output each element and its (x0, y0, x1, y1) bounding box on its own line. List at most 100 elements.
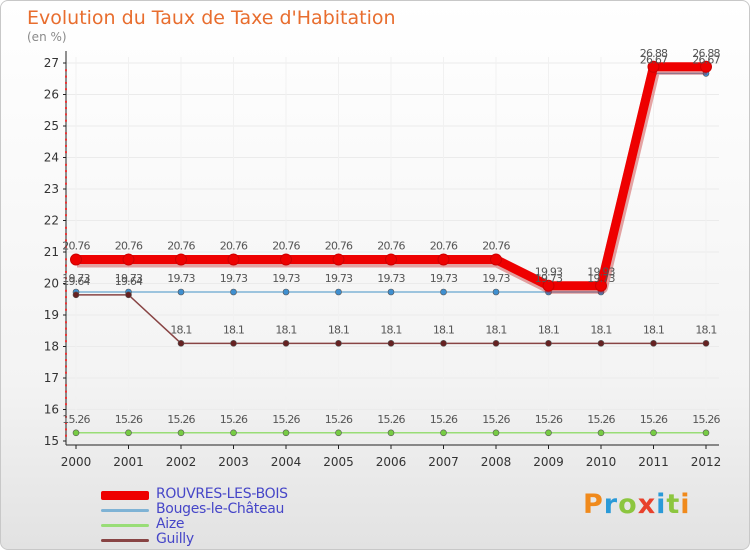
y-minor-tick (65, 264, 67, 267)
data-label: 20.76 (62, 240, 90, 253)
y-minor-tick (65, 277, 67, 280)
y-minor-tick (65, 201, 67, 204)
data-point (440, 429, 447, 437)
y-minor-tick (65, 81, 67, 84)
data-point (545, 429, 552, 437)
data-label: 19.64 (62, 275, 90, 288)
data-point (230, 288, 237, 296)
y-minor-tick (65, 144, 67, 147)
data-label: 18.1 (433, 323, 454, 336)
y-minor-tick (65, 170, 67, 173)
data-label: 19.93 (587, 266, 615, 279)
data-label: 15.26 (587, 413, 615, 426)
y-minor-tick (65, 396, 67, 399)
data-label: 15.26 (272, 413, 300, 426)
data-label: 19.73 (482, 272, 510, 285)
data-point (230, 340, 237, 347)
x-tick-label: 2010 (586, 455, 617, 469)
data-label: 15.26 (482, 413, 510, 426)
y-minor-tick (65, 390, 67, 393)
data-label: 20.76 (115, 240, 143, 253)
data-label: 15.26 (115, 413, 143, 426)
y-minor-tick (65, 434, 67, 437)
y-tick-label: 25 (44, 119, 59, 133)
y-minor-tick (65, 422, 67, 425)
data-label: 18.1 (170, 323, 191, 336)
data-label: 19.73 (272, 272, 300, 285)
y-tick-label: 19 (44, 308, 59, 322)
y-minor-tick (65, 119, 67, 122)
data-point (332, 253, 345, 266)
y-tick-label: 17 (44, 371, 59, 385)
y-tick-label: 26 (44, 88, 59, 102)
legend-label: ROUVRES-LES-BOIS (156, 486, 288, 502)
logo-letter: o (618, 489, 638, 520)
data-point (387, 288, 395, 296)
y-minor-tick (65, 233, 67, 236)
data-point (177, 288, 185, 296)
data-label: 18.1 (223, 323, 244, 336)
data-point (230, 429, 237, 437)
data-label: 18.1 (643, 323, 664, 336)
data-label: 19.73 (587, 272, 615, 285)
data-point (490, 253, 502, 266)
data-label: 19.73 (220, 272, 248, 285)
y-minor-tick (65, 69, 67, 72)
data-point (440, 340, 447, 347)
y-minor-tick (65, 302, 67, 305)
legend-label: Aize (156, 516, 185, 532)
x-tick-label: 2002 (166, 455, 197, 469)
data-label: 15.26 (377, 413, 405, 426)
logo-letter: i (656, 489, 667, 520)
x-tick-label: 2004 (271, 455, 302, 469)
logo-letter: i (680, 489, 691, 520)
x-tick-label: 2001 (113, 455, 144, 469)
data-point (335, 288, 342, 296)
data-label: 15.26 (62, 413, 90, 426)
y-minor-tick (65, 415, 67, 418)
data-point (227, 253, 240, 266)
data-label: 15.26 (325, 413, 353, 426)
data-point (387, 340, 395, 347)
y-minor-tick (65, 403, 67, 406)
data-label: 15.26 (167, 413, 195, 426)
data-point (122, 253, 135, 266)
data-label: 20.76 (377, 240, 405, 253)
data-point (280, 253, 292, 266)
data-label: 15.26 (640, 413, 668, 426)
y-tick-label: 27 (44, 56, 59, 70)
y-tick-label: 16 (44, 403, 59, 417)
y-minor-tick (65, 289, 67, 292)
y-minor-tick (65, 327, 67, 330)
data-point (177, 429, 185, 437)
y-minor-tick (65, 270, 67, 273)
data-label: 19.73 (535, 272, 563, 285)
data-point (492, 340, 500, 347)
data-point (437, 253, 450, 266)
data-label: 20.76 (482, 240, 510, 253)
legend-swatch (101, 491, 149, 500)
legend-swatch (101, 539, 149, 542)
y-minor-tick (65, 163, 67, 166)
y-minor-tick (65, 428, 67, 431)
data-label: 15.26 (692, 413, 720, 426)
y-minor-tick (65, 371, 67, 374)
y-minor-tick (65, 132, 67, 135)
data-label: 19.73 (430, 272, 458, 285)
data-point (545, 340, 552, 347)
data-point (542, 279, 555, 292)
y-minor-tick (65, 384, 67, 387)
y-minor-tick (65, 214, 67, 217)
data-label: 19.73 (62, 272, 90, 285)
data-point (335, 340, 342, 347)
data-point (125, 291, 132, 299)
data-point (282, 429, 290, 437)
data-point (650, 340, 657, 347)
data-label: 26.88 (692, 47, 720, 60)
data-label: 18.1 (695, 323, 716, 336)
x-tick-label: 2003 (218, 455, 249, 469)
data-label: 20.76 (167, 240, 195, 253)
x-tick-label: 2006 (376, 455, 407, 469)
data-label: 15.26 (535, 413, 563, 426)
